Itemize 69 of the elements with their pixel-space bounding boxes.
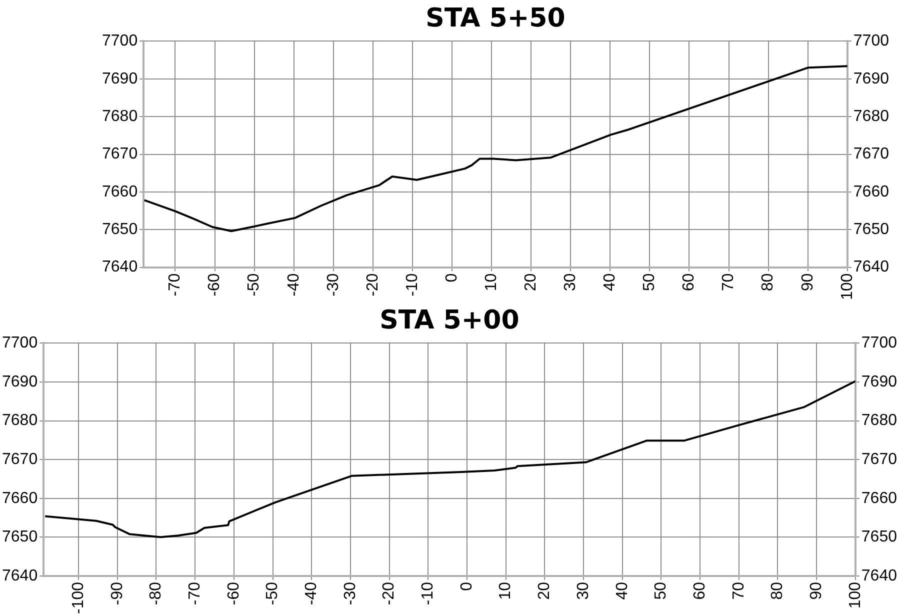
x-tick-label: 30 — [574, 582, 592, 600]
x-tick-label: -50 — [246, 273, 263, 296]
x-tick-label: 40 — [602, 273, 619, 292]
y2-tick-label: 7680 — [853, 108, 890, 125]
y2-tick-label: 7650 — [861, 528, 898, 546]
y2-tick-label: 7640 — [853, 258, 890, 276]
y-tick-label: 7670 — [102, 146, 138, 163]
x-tick-label: 60 — [691, 582, 708, 600]
x-tick-label: 30 — [562, 273, 580, 292]
x-tick-label: 100 — [838, 273, 856, 300]
x-tick-label: -20 — [380, 582, 398, 606]
x-tick-label: -70 — [166, 273, 184, 296]
y2-tick-label: 7700 — [853, 32, 890, 50]
y-tick-label: 7650 — [2, 528, 38, 546]
x-tick-label: -30 — [342, 582, 359, 606]
x-tick-label: -60 — [206, 273, 224, 296]
x-tick-label: -100 — [70, 582, 87, 614]
y2-tick-label: 7650 — [853, 221, 890, 238]
y-tick-label: 7670 — [2, 450, 38, 468]
y2-tick-label: 7670 — [861, 450, 898, 468]
x-tick-label: -40 — [285, 273, 302, 296]
x-tick-label: 80 — [769, 582, 786, 600]
y-tick-label: 7660 — [2, 490, 38, 507]
y-tick-label: 7680 — [102, 108, 138, 125]
x-tick-label: -10 — [420, 582, 437, 606]
y2-tick-label: 7690 — [853, 70, 890, 88]
x-tick-label: -80 — [148, 582, 165, 606]
x-tick-label: 0 — [458, 582, 476, 591]
x-tick-label: 70 — [730, 582, 748, 600]
x-tick-label: 40 — [614, 582, 631, 600]
x-tick-label: -30 — [324, 273, 342, 296]
x-tick-label: -40 — [303, 582, 320, 606]
x-tick-label: 50 — [641, 273, 658, 292]
x-tick-label: -50 — [264, 582, 282, 606]
y2-tick-label: 7700 — [861, 334, 898, 352]
chart-title: STA 5+50 — [426, 3, 566, 34]
x-tick-label: 0 — [443, 273, 460, 282]
y-tick-label: 7700 — [2, 334, 38, 352]
y-tick-label: 7640 — [102, 258, 138, 276]
y-tick-label: 7640 — [2, 567, 38, 584]
x-tick-label: 90 — [799, 273, 816, 292]
y-tick-label: 7700 — [102, 32, 138, 50]
x-tick-label: -70 — [186, 582, 204, 606]
y2-tick-label: 7680 — [861, 412, 898, 430]
x-tick-label: -90 — [108, 582, 126, 606]
x-tick-label: 10 — [482, 273, 500, 292]
x-tick-label: 90 — [808, 582, 825, 600]
x-tick-label: -10 — [404, 273, 421, 296]
x-tick-label: 10 — [497, 582, 514, 600]
y2-tick-label: 7660 — [853, 183, 890, 200]
y2-tick-label: 7640 — [861, 567, 898, 584]
y-tick-label: 7660 — [102, 183, 138, 200]
x-tick-label: -60 — [225, 582, 242, 606]
x-tick-label: -20 — [364, 273, 382, 296]
x-tick-label: 20 — [536, 582, 554, 600]
y2-tick-label: 7660 — [861, 490, 898, 507]
x-tick-label: 80 — [760, 273, 777, 292]
x-tick-label: 50 — [652, 582, 670, 600]
y-tick-label: 7680 — [2, 412, 38, 430]
y-tick-label: 7690 — [2, 373, 38, 390]
x-tick-label: 60 — [680, 273, 698, 292]
x-tick-label: 70 — [720, 273, 738, 292]
chart-title: STA 5+00 — [380, 305, 520, 336]
y2-tick-label: 7670 — [853, 146, 890, 163]
x-tick-label: 100 — [846, 582, 864, 609]
y2-tick-label: 7690 — [861, 373, 898, 390]
x-tick-label: 20 — [522, 273, 540, 292]
y-tick-label: 7650 — [102, 221, 138, 238]
y-tick-label: 7690 — [102, 70, 138, 88]
